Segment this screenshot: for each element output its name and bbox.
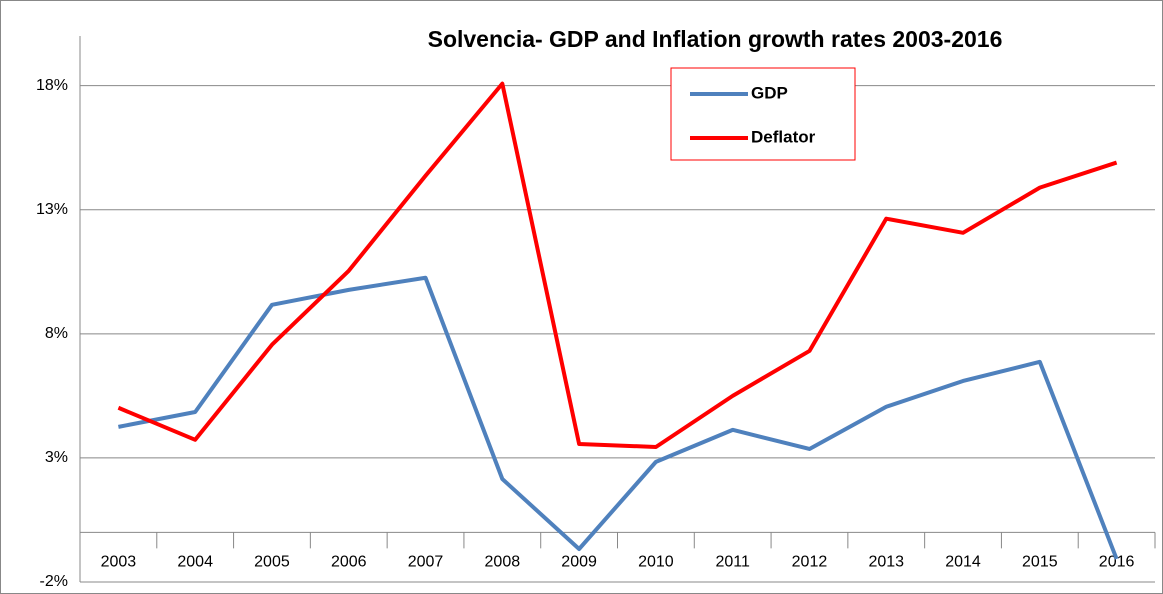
x-tick-label: 2011 <box>715 554 750 571</box>
x-tick-label: 2005 <box>254 554 290 571</box>
x-tick-label: 2014 <box>945 554 981 571</box>
chart-title: Solvencia- GDP and Inflation growth rate… <box>428 26 1003 52</box>
y-tick-label: 3% <box>45 449 68 466</box>
legend-box <box>670 67 856 161</box>
x-tick-label: 2015 <box>1022 554 1058 571</box>
series-line <box>117 81 1118 449</box>
x-tick-label: 2004 <box>177 554 213 571</box>
grid <box>80 85 1155 583</box>
y-tick-label: 8% <box>45 325 68 342</box>
x-tick-label: 2013 <box>868 554 904 571</box>
x-tick-label: 2003 <box>101 554 137 571</box>
series-line <box>118 275 1119 560</box>
legend-label: Deflator <box>751 127 816 146</box>
y-tick-label: 18% <box>36 77 68 94</box>
x-tick-label: 2008 <box>485 554 521 571</box>
x-tick-label: 2007 <box>408 554 444 571</box>
x-tick-label: 2016 <box>1099 554 1135 571</box>
legend-label: GDP <box>751 83 788 102</box>
x-tick-label: 2006 <box>331 554 367 571</box>
x-tick-label: 2012 <box>792 554 828 571</box>
x-tick-label: 2009 <box>561 554 597 571</box>
x-tick-label: 2010 <box>638 554 674 571</box>
y-tick-label: -2% <box>40 573 68 590</box>
y-tick-label: 13% <box>36 201 68 218</box>
